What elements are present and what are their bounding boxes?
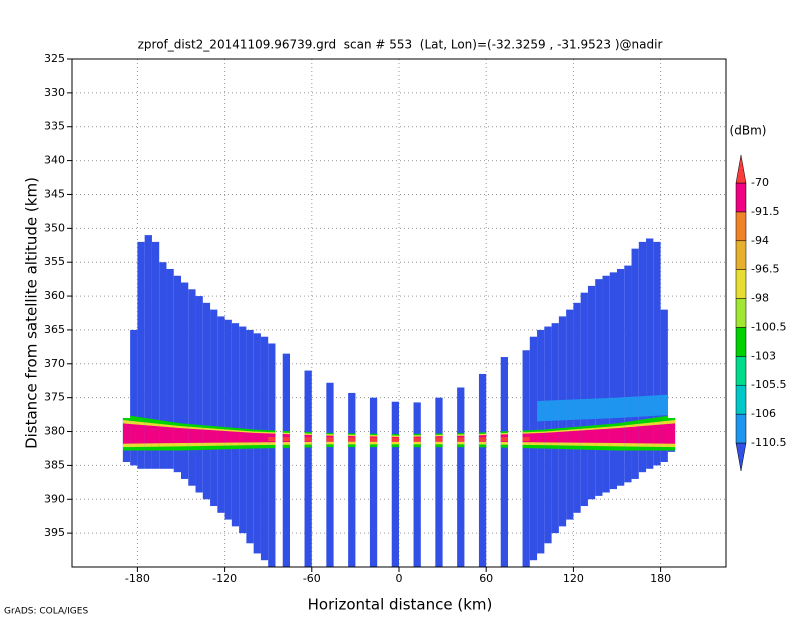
field-column — [348, 392, 356, 567]
colorbar-segment — [735, 211, 747, 242]
colorbar-label: -91.5 — [751, 205, 779, 218]
field-column — [646, 238, 654, 469]
field-column — [231, 323, 240, 527]
plot-frame — [71, 58, 727, 568]
echo-layer — [537, 394, 676, 422]
field-column — [587, 285, 596, 500]
x-tick-label: 60 — [479, 572, 493, 585]
field-column — [304, 370, 312, 567]
y-tick-label: 365 — [44, 323, 65, 336]
field-column — [260, 336, 269, 561]
field-column — [457, 387, 465, 567]
colorbar-segment — [735, 384, 747, 415]
y-tick-label: 370 — [44, 357, 65, 370]
colorbar-label: -96.5 — [751, 263, 779, 276]
y-tick-label: 360 — [44, 289, 65, 302]
colorbar-segment — [735, 356, 747, 386]
x-tick-label: -60 — [303, 572, 321, 585]
colorbar-label: -106 — [751, 407, 776, 420]
field-column — [558, 316, 567, 527]
field-column — [602, 275, 610, 493]
x-tick-label: -120 — [212, 572, 237, 585]
field-column — [195, 296, 203, 493]
y-tick-label: 330 — [44, 86, 65, 99]
field-column — [151, 241, 160, 469]
y-tick-label: 385 — [44, 458, 65, 471]
y-axis-label: Distance from satellite altitude (km) — [23, 177, 41, 449]
field-column — [609, 272, 617, 490]
colorbar-label: -98 — [751, 292, 769, 305]
layers — [122, 394, 676, 451]
colorbar-high — [735, 154, 747, 184]
field-column — [624, 265, 632, 483]
field-column — [326, 382, 334, 567]
y-tick-label: 395 — [44, 526, 65, 539]
colorbar-label: -94 — [751, 234, 769, 247]
colorbar-label: -110.5 — [751, 436, 786, 449]
x-tick-label: 180 — [650, 572, 671, 585]
field-column — [631, 248, 639, 479]
colorbar-segment — [735, 413, 747, 444]
colorbar-label: -70 — [751, 176, 769, 189]
footer: GrADS: COLA/IGES — [4, 607, 88, 617]
field-column — [268, 343, 276, 567]
field-column — [529, 336, 538, 561]
field-column — [130, 329, 138, 466]
field-column — [166, 268, 174, 469]
field-column — [202, 302, 211, 500]
colorbar-segment — [735, 182, 747, 213]
field-column — [551, 323, 559, 534]
field-column — [413, 402, 421, 567]
y-tick-label: 380 — [44, 425, 65, 438]
colorbar-segment — [735, 327, 747, 357]
colorbar-label: -105.5 — [751, 378, 786, 391]
field-column — [595, 279, 603, 496]
field-column — [224, 319, 232, 520]
field-column — [144, 235, 152, 469]
field-column — [188, 289, 196, 486]
field-column — [282, 353, 290, 567]
y-tick-label: 345 — [44, 187, 65, 200]
x-tick-label: 0 — [396, 572, 403, 585]
y-tick-label: 355 — [44, 255, 65, 268]
x-tick-label: 120 — [563, 572, 584, 585]
field-column — [391, 401, 399, 567]
colorbar-label: -103 — [751, 349, 776, 362]
field-column — [217, 316, 225, 513]
colorbar-segment — [735, 298, 747, 328]
y-tick-label: 390 — [44, 492, 65, 505]
field-column — [137, 241, 145, 469]
echo-layer — [122, 423, 676, 444]
colorbar-unit: (dBm) — [730, 124, 767, 138]
field-column — [653, 241, 661, 466]
field-column — [638, 241, 647, 473]
colorbar-segment — [735, 269, 747, 299]
colorbar-segment — [735, 240, 747, 270]
field-column — [500, 357, 508, 567]
field-column — [660, 309, 668, 463]
y-tick-label: 375 — [44, 391, 65, 404]
field-column — [617, 268, 625, 486]
field-column — [159, 262, 167, 469]
x-tick-label: -180 — [125, 572, 150, 585]
field-column — [369, 397, 378, 567]
echo-layer — [268, 436, 530, 442]
field-column — [181, 282, 189, 479]
field-column — [435, 397, 443, 567]
y-tick-label: 325 — [44, 52, 65, 65]
x-axis-label: Horizontal distance (km) — [308, 596, 493, 614]
field-column — [210, 309, 218, 507]
y-tick-label: 350 — [44, 221, 65, 234]
field-column — [478, 373, 487, 567]
y-tick-label: 340 — [44, 154, 65, 167]
colorbar-low — [735, 442, 747, 472]
colorbar-label: -100.5 — [751, 320, 786, 333]
y-tick-label: 335 — [44, 120, 65, 133]
chart-title: zprof_dist2_20141109.96739.grd scan # 55… — [138, 38, 663, 52]
field-column — [173, 275, 181, 473]
field-column — [522, 350, 530, 567]
